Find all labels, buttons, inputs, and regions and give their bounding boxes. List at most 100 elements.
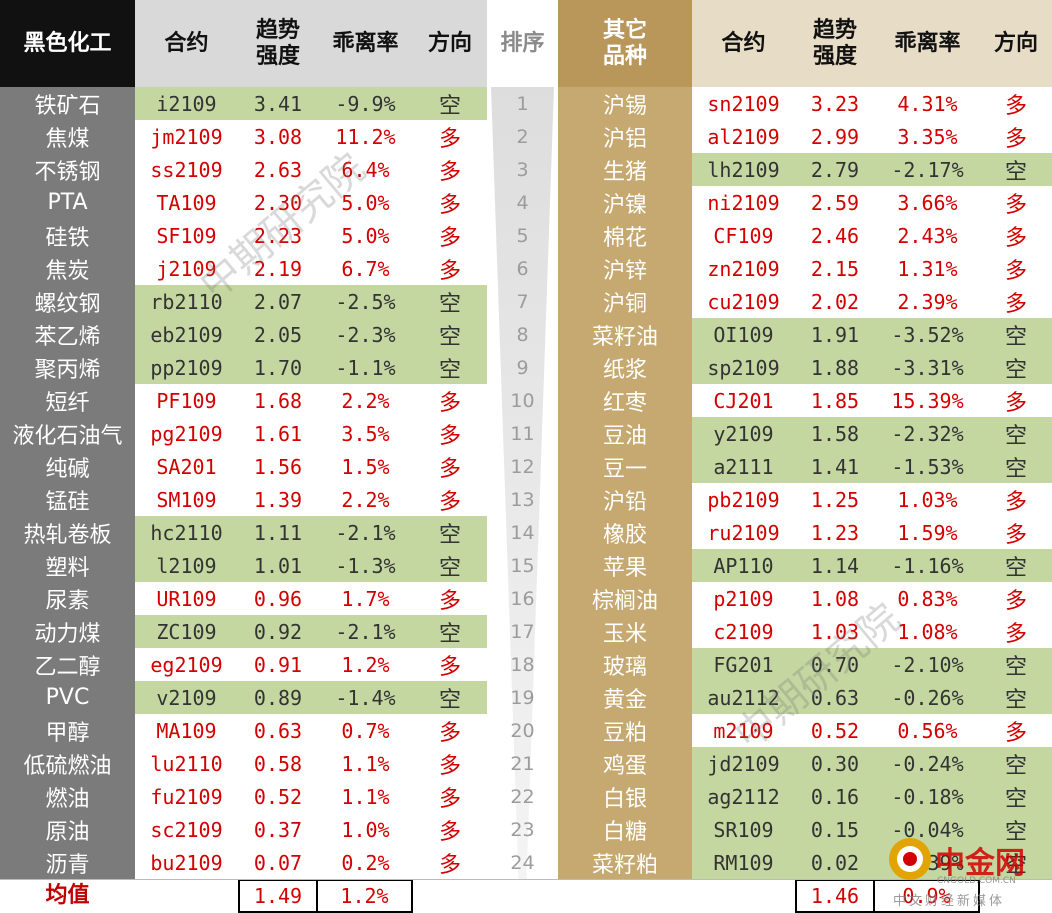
left-row-contract: j2109 xyxy=(135,252,238,285)
left-row-name: 焦煤 xyxy=(0,120,135,153)
left-row-contract: v2109 xyxy=(135,681,238,714)
rank-funnel-decoration xyxy=(491,87,554,879)
left-row-contract: TA109 xyxy=(135,186,238,219)
right-row-name: 沪锌 xyxy=(558,252,692,285)
left-row-contract: PF109 xyxy=(135,384,238,417)
left-row-deviation: 0.7% xyxy=(318,714,413,747)
header-left-contract-line-1: 合约 xyxy=(164,30,209,56)
right-row-contract: CJ201 xyxy=(692,384,795,417)
left-row-strength: 0.89 xyxy=(238,681,318,714)
left-row-deviation: -9.9% xyxy=(318,87,413,120)
right-row-name: 沪铝 xyxy=(558,120,692,153)
right-row-strength: 0.30 xyxy=(795,747,875,780)
left-row-deviation: -1.4% xyxy=(318,681,413,714)
right-row-direction: 多 xyxy=(980,714,1052,747)
right-row-name: 白糖 xyxy=(558,813,692,846)
right-row-contract: AP110 xyxy=(692,549,795,582)
left-row-direction: 空 xyxy=(413,87,487,120)
rank-number: 9 xyxy=(516,356,529,379)
header-rank: 排序 xyxy=(487,0,558,87)
right-row-direction: 空 xyxy=(980,780,1052,813)
left-row-direction: 空 xyxy=(413,615,487,648)
right-average-strength: 1.46 xyxy=(795,879,875,913)
left-row-direction: 多 xyxy=(413,252,487,285)
right-row-strength: 1.85 xyxy=(795,384,875,417)
left-row-deviation: -1.1% xyxy=(318,351,413,384)
right-row-strength: 1.58 xyxy=(795,417,875,450)
rank-number: 23 xyxy=(510,818,535,841)
right-row-contract: pb2109 xyxy=(692,483,795,516)
left-row-name: PTA xyxy=(0,186,135,219)
right-row-deviation: 1.59% xyxy=(875,516,980,549)
left-row-contract: fu2109 xyxy=(135,780,238,813)
right-row-contract: al2109 xyxy=(692,120,795,153)
left-row-name: 液化石油气 xyxy=(0,417,135,450)
right-row-deviation: 15.39% xyxy=(875,384,980,417)
left-row-name: 热轧卷板 xyxy=(0,516,135,549)
left-row-name: 短纤 xyxy=(0,384,135,417)
left-row-contract: i2109 xyxy=(135,87,238,120)
header-left-category: 黑色化工 xyxy=(0,0,135,87)
header-right-strength-line-1: 趋势 xyxy=(812,18,857,44)
header-left-direction: 方向 xyxy=(413,0,487,87)
right-row-deviation: 4.31% xyxy=(875,87,980,120)
right-row-contract: FG201 xyxy=(692,648,795,681)
right-row-direction: 多 xyxy=(980,219,1052,252)
left-row-name: 硅铁 xyxy=(0,219,135,252)
right-row-deviation: -0.24% xyxy=(875,747,980,780)
left-row-strength: 3.08 xyxy=(238,120,318,153)
left-row-strength: 1.11 xyxy=(238,516,318,549)
left-row-contract: SM109 xyxy=(135,483,238,516)
header-right-strength: 趋势 强度 xyxy=(795,0,875,87)
right-row-direction: 多 xyxy=(980,120,1052,153)
right-row-direction: 空 xyxy=(980,648,1052,681)
right-row-contract: cu2109 xyxy=(692,285,795,318)
left-row-strength: 1.61 xyxy=(238,417,318,450)
right-row-name: 豆粕 xyxy=(558,714,692,747)
header-right-strength-line-2: 强度 xyxy=(812,43,857,69)
right-row-contract: y2109 xyxy=(692,417,795,450)
right-row-strength: 1.14 xyxy=(795,549,875,582)
right-row-deviation: -0.26% xyxy=(875,681,980,714)
right-row-deviation: 3.35% xyxy=(875,120,980,153)
left-row-name: 纯碱 xyxy=(0,450,135,483)
header-left-strength-line-1: 趋势 xyxy=(255,18,300,44)
right-row-strength: 0.63 xyxy=(795,681,875,714)
left-row-contract: lu2110 xyxy=(135,747,238,780)
left-row-name: 乙二醇 xyxy=(0,648,135,681)
left-row-deviation: 5.0% xyxy=(318,186,413,219)
right-row-strength: 0.15 xyxy=(795,813,875,846)
left-row-deviation: -2.1% xyxy=(318,516,413,549)
right-row-contract: ag2112 xyxy=(692,780,795,813)
right-row-name: 玻璃 xyxy=(558,648,692,681)
left-row-contract: bu2109 xyxy=(135,846,238,879)
header-left-deviation-line-1: 乖离率 xyxy=(332,30,399,56)
left-row-contract: eb2109 xyxy=(135,318,238,351)
left-row-name: 塑料 xyxy=(0,549,135,582)
right-row-direction: 空 xyxy=(980,153,1052,186)
left-row-strength: 1.70 xyxy=(238,351,318,384)
left-row-direction: 多 xyxy=(413,219,487,252)
header-left-category-line-1: 黑色化工 xyxy=(23,30,112,56)
right-row-name: 沪锡 xyxy=(558,87,692,120)
right-row-deviation: -2.10% xyxy=(875,648,980,681)
right-average-deviation: 0.9% xyxy=(875,879,980,913)
right-row-direction: 多 xyxy=(980,615,1052,648)
right-row-strength: 1.91 xyxy=(795,318,875,351)
left-row-deviation: -1.3% xyxy=(318,549,413,582)
right-row-direction: 多 xyxy=(980,252,1052,285)
left-row-name: 螺纹钢 xyxy=(0,285,135,318)
left-row-direction: 空 xyxy=(413,351,487,384)
right-row-deviation: -1.53% xyxy=(875,450,980,483)
right-row-deviation: -0.04% xyxy=(875,813,980,846)
header-right-category-line-2: 品种 xyxy=(602,43,647,69)
right-row-direction: 空 xyxy=(980,318,1052,351)
left-row-contract: ZC109 xyxy=(135,615,238,648)
rank-number: 1 xyxy=(516,92,529,115)
left-row-deviation: 1.1% xyxy=(318,747,413,780)
left-row-direction: 多 xyxy=(413,582,487,615)
left-row-deviation: -2.5% xyxy=(318,285,413,318)
right-row-name: 纸浆 xyxy=(558,351,692,384)
left-row-strength: 2.05 xyxy=(238,318,318,351)
left-row-name: 不锈钢 xyxy=(0,153,135,186)
